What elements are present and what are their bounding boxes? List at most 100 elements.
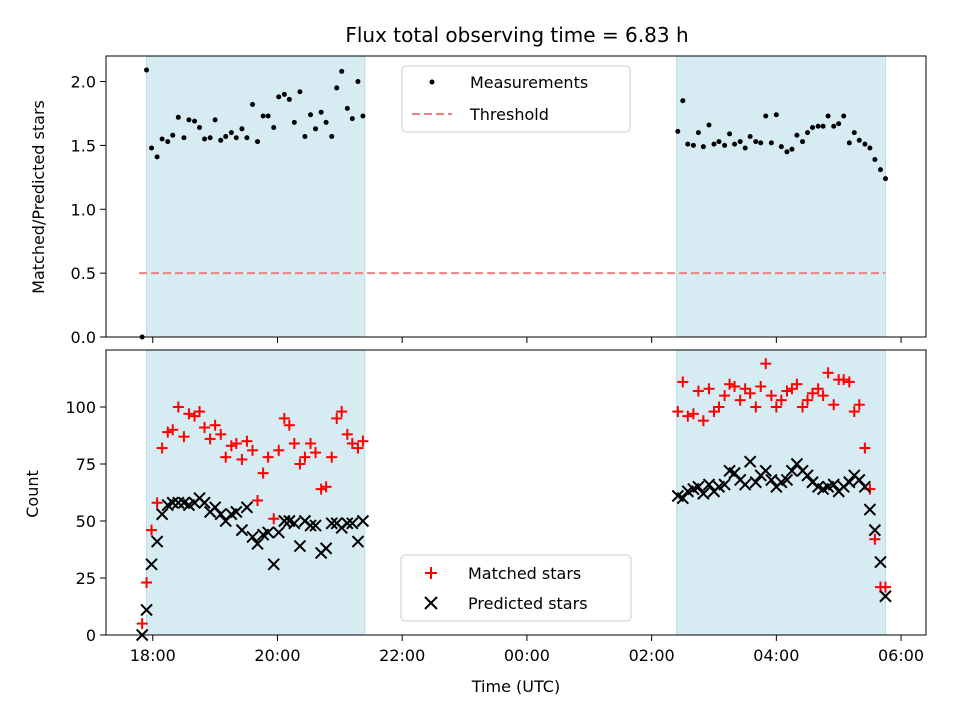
matched-star-point (305, 437, 317, 449)
matched-star-point (262, 451, 274, 463)
measurement-point (255, 139, 261, 145)
matched-star-point (136, 618, 148, 630)
legend-matched-label: Matched stars (468, 564, 581, 583)
bottom-x-axis-label: Time (UTC) (471, 677, 560, 696)
measurement-point (758, 140, 764, 146)
predicted-star-point (246, 530, 259, 544)
bottom-y-tick-label: 100 (65, 398, 96, 417)
predicted-star-point (738, 478, 752, 491)
measurement-point (711, 141, 717, 147)
matched-star-point (817, 390, 829, 402)
matched-star-point (357, 435, 369, 447)
measurement-point (851, 130, 857, 136)
measurement-point (334, 85, 340, 91)
matched-star-point (220, 451, 232, 463)
measurement-point (685, 141, 691, 147)
matched-star-point (775, 394, 787, 406)
matched-star-point (273, 444, 285, 456)
measurement-point (882, 176, 888, 182)
matched-star-point (734, 394, 746, 406)
measurement-point (313, 126, 319, 132)
predicted-star-point (172, 496, 185, 509)
matched-star-point (183, 408, 195, 420)
predicted-star-point (356, 514, 370, 528)
measurement-point (846, 140, 852, 146)
matched-star-point (879, 581, 891, 593)
legend-threshold-label: Threshold (469, 105, 549, 124)
measurement-point (794, 132, 800, 138)
measurement-point (154, 154, 160, 160)
measurement-point (836, 121, 842, 127)
measurement-point (181, 135, 187, 141)
predicted-star-point (341, 517, 354, 530)
measurement-point (747, 133, 753, 139)
matched-star-point (215, 428, 227, 440)
measurement-point (244, 135, 250, 141)
matched-star-point (331, 412, 343, 424)
matched-star-point (765, 390, 777, 402)
matched-star-point (315, 483, 327, 495)
measurement-point (186, 117, 192, 123)
bottom-y-tick-label: 25 (76, 569, 96, 588)
measurement-point (784, 149, 790, 155)
matched-star-point (268, 513, 280, 525)
measurement-point (223, 133, 229, 139)
measurement-point (339, 68, 345, 74)
predicted-star-point (863, 503, 877, 516)
measurement-point (867, 145, 873, 151)
matched-star-point (697, 415, 709, 427)
measurement-point (862, 141, 868, 147)
predicted-star-point (843, 476, 856, 489)
top-plot-frame (105, 55, 927, 338)
bottom-y-axis-label: Count (23, 470, 42, 518)
matched-star-point (288, 437, 300, 449)
predicted-star-point (288, 517, 301, 530)
predicted-star-point (293, 539, 307, 553)
measurement-point (742, 145, 748, 151)
matched-star-point (283, 419, 295, 431)
measurement-point (763, 113, 769, 119)
predicted-star-point (155, 507, 169, 521)
legend-matched-marker (425, 567, 437, 579)
predicted-star-point (214, 507, 227, 521)
matched-star-point (755, 380, 767, 392)
predicted-star-point (780, 473, 794, 487)
measurement-point (820, 123, 826, 129)
measurement-point (800, 139, 806, 145)
measurement-point (700, 144, 706, 150)
matched-star-point (225, 440, 237, 452)
matched-star-point (781, 385, 793, 397)
top-y-tick-label: 0.0 (71, 328, 96, 347)
measurement-point (778, 144, 784, 150)
matched-star-point (204, 433, 216, 445)
measurement-point (344, 105, 350, 111)
predicted-star-point (692, 480, 705, 494)
measurement-point (192, 118, 198, 124)
measurement-point (297, 89, 303, 95)
predicted-star-point (145, 558, 158, 571)
bottom-x-tick-label: 00:00 (504, 646, 550, 665)
measurement-point (680, 98, 686, 104)
matched-star-point (146, 524, 158, 536)
predicted-star-point (240, 501, 254, 514)
matched-star-point (687, 408, 699, 420)
predicted-star-point (278, 514, 291, 528)
matched-star-point (151, 497, 163, 509)
bottom-shaded-region (146, 349, 366, 636)
measurement-point (291, 119, 297, 125)
matched-star-point (341, 428, 353, 440)
matched-star-point (729, 380, 741, 392)
measurement-point (175, 114, 181, 120)
measurement-point (318, 109, 324, 115)
predicted-star-point (235, 523, 249, 537)
measurement-point (260, 113, 266, 119)
matched-star-point (336, 406, 348, 418)
top-y-tick-label: 1.5 (71, 136, 96, 155)
top-x-tick-marks (152, 337, 902, 343)
matched-star-point (807, 387, 819, 399)
matched-star-point (703, 383, 715, 395)
bottom-panel: 0 25 50 75 100 18:00 20:00 22:00 00:00 02:00 04:0… (23, 349, 927, 696)
predicted-star-point (346, 517, 359, 530)
matched-star-point (278, 412, 290, 424)
